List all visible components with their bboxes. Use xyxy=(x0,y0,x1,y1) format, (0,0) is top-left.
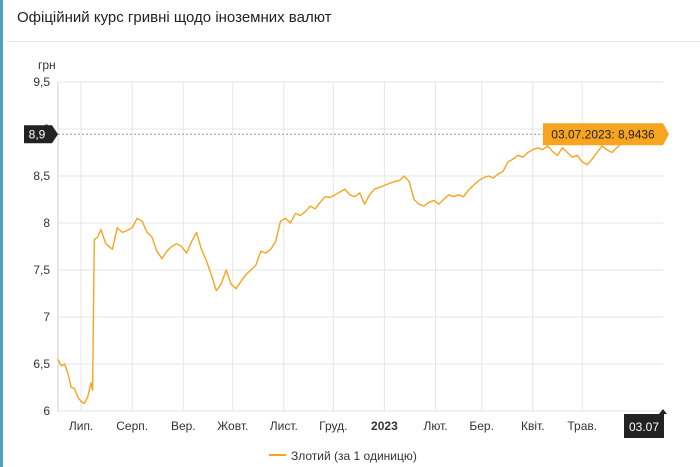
x-tick-label: Груд. xyxy=(319,419,347,433)
y-axis-label: грн xyxy=(38,58,56,72)
x-tick-label: Бер. xyxy=(469,419,494,433)
line-chart[interactable]: 9,598,587,576,56Лип.Серп.Вер.Жовт.Лист.Г… xyxy=(3,0,700,467)
y-tick-label: 7 xyxy=(43,310,50,324)
chart-header: Офіційний курс гривні щодо іноземних вал… xyxy=(6,0,700,42)
legend-label: Злотий (за 1 одиницю) xyxy=(291,449,417,463)
y-tick-label: 6 xyxy=(43,404,50,418)
crosshair: 8,9 03.07 03.07.2023: 8,9436 xyxy=(24,123,669,438)
y-crosshair-marker xyxy=(24,125,58,144)
chart-title: Офіційний курс гривні щодо іноземних вал… xyxy=(17,9,332,26)
y-tick-label: 6,5 xyxy=(33,357,50,371)
value-tooltip-label: 03.07.2023: 8,9436 xyxy=(551,127,655,141)
x-tick-label: Лист. xyxy=(270,419,298,433)
series-line-zloty[interactable] xyxy=(57,126,664,405)
x-tick-label: Лип. xyxy=(69,419,93,433)
value-tooltip xyxy=(543,123,669,146)
x-crosshair-marker xyxy=(624,409,667,438)
y-crosshair-label: 8,9 xyxy=(29,127,46,141)
axis-ticks: 9,598,587,576,56Лип.Серп.Вер.Жовт.Лист.Г… xyxy=(33,75,597,433)
x-tick-label: Лют. xyxy=(423,419,447,433)
x-tick-label: Трав. xyxy=(567,419,597,433)
x-tick-label: Серп. xyxy=(116,419,148,433)
x-tick-label: Жовт. xyxy=(217,419,248,433)
x-tick-label: Вер. xyxy=(171,419,196,433)
grid xyxy=(57,81,663,412)
x-tick-label: 2023 xyxy=(371,419,398,433)
y-tick-label: 8 xyxy=(43,216,50,230)
x-tick-label: Квіт. xyxy=(521,419,545,433)
y-tick-label: 7,5 xyxy=(33,263,50,277)
y-tick-label: 8,5 xyxy=(33,169,50,183)
y-tick-label: 9,5 xyxy=(33,75,50,89)
x-crosshair-label: 03.07 xyxy=(629,420,659,434)
legend[interactable]: Злотий (за 1 одиницю) xyxy=(269,449,417,463)
